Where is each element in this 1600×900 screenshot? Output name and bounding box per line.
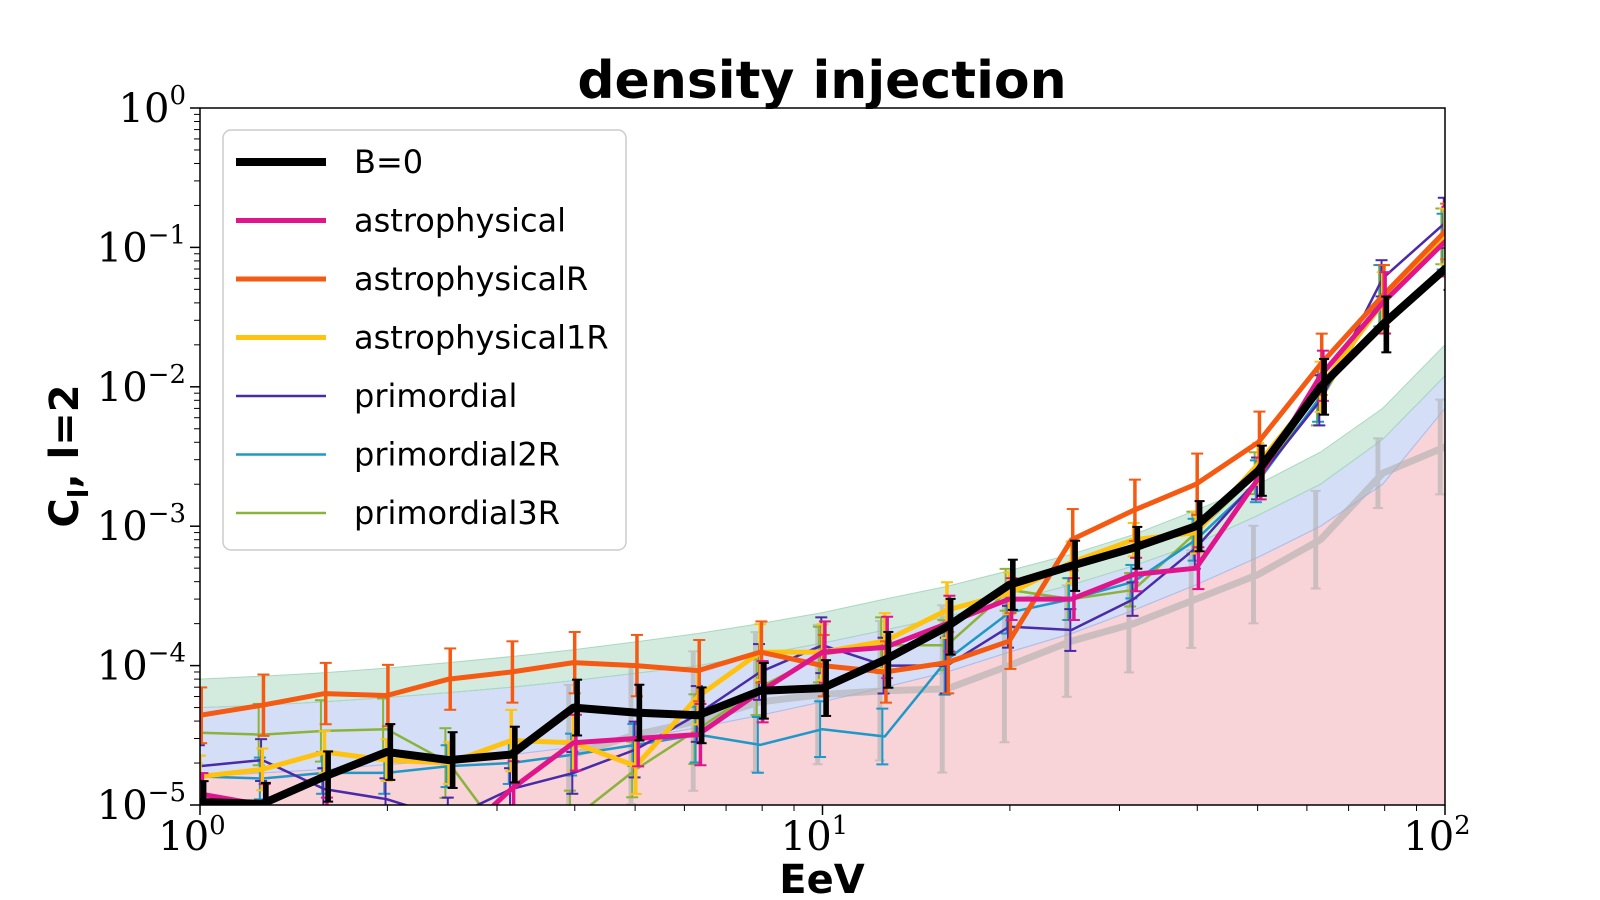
legend-label: primordial3R: [354, 494, 560, 532]
error-bar: [1441, 205, 1445, 278]
y-label-main: C: [42, 498, 88, 527]
error-bar: [563, 789, 576, 805]
x-tick-label: 100: [158, 811, 225, 860]
legend-entry-astrophysicalr: astrophysicalR: [236, 260, 588, 298]
legend-label: primordial2R: [354, 436, 560, 474]
series-layer: [200, 196, 1445, 875]
legend-entry-astrophysical: astrophysical: [236, 202, 566, 240]
legend-label: astrophysicalR: [354, 260, 588, 298]
y-label-rest: , l=2: [42, 384, 88, 488]
series-b-0: [200, 247, 1445, 805]
y-axis: 10−5 10−4 10−3 10−2 10−1 100: [97, 81, 200, 829]
legend-entry-astrophysical1r: astrophysical1R: [236, 319, 609, 357]
y-label-sub: l: [62, 489, 95, 499]
y-axis-label: Cl, l=2: [42, 384, 95, 527]
legend-label: primordial: [354, 377, 517, 415]
y-tick-label: 100: [119, 81, 186, 132]
error-bar: [1439, 207, 1445, 266]
error-bar: [383, 815, 395, 857]
y-tick-label: 10−1: [97, 220, 186, 271]
legend-label: astrophysical: [354, 202, 566, 240]
legend-box: [222, 129, 627, 551]
legend-entry-primordial: primordial: [236, 377, 517, 415]
legend-label: astrophysical1R: [354, 319, 609, 357]
x-axis-label: EeV: [779, 857, 864, 900]
legend-label: B=0: [354, 143, 423, 181]
x-tick-label: 101: [781, 811, 848, 860]
series-line-b-0: [200, 265, 1445, 805]
error-bar: [502, 819, 514, 875]
series-line-astrophysicalr: [200, 229, 1445, 718]
legend-items: B=0 astrophysical astrophysicalR astrophysi…: [236, 143, 609, 532]
plot-area: [200, 196, 1445, 875]
chart-title: density injection: [577, 51, 1066, 111]
x-tick-label: 102: [1403, 811, 1470, 860]
legend-entry-primordial2r: primordial2R: [236, 436, 560, 474]
x-axis: 100 101 102: [158, 805, 1471, 860]
legend: B=0 astrophysical astrophysicalR astrophysi…: [222, 129, 627, 551]
y-tick-label: 10−5: [97, 778, 186, 829]
y-tick-label: 10−3: [97, 499, 186, 550]
y-tick-label: 10−2: [97, 360, 186, 411]
legend-entry-b-0: B=0: [236, 143, 423, 181]
error-bar: [445, 826, 457, 868]
legend-entry-primordial3r: primordial3R: [236, 494, 560, 532]
y-tick-label: 10−4: [97, 639, 186, 690]
series-line-astrophysical: [200, 239, 1445, 805]
error-bar: [1440, 202, 1445, 261]
